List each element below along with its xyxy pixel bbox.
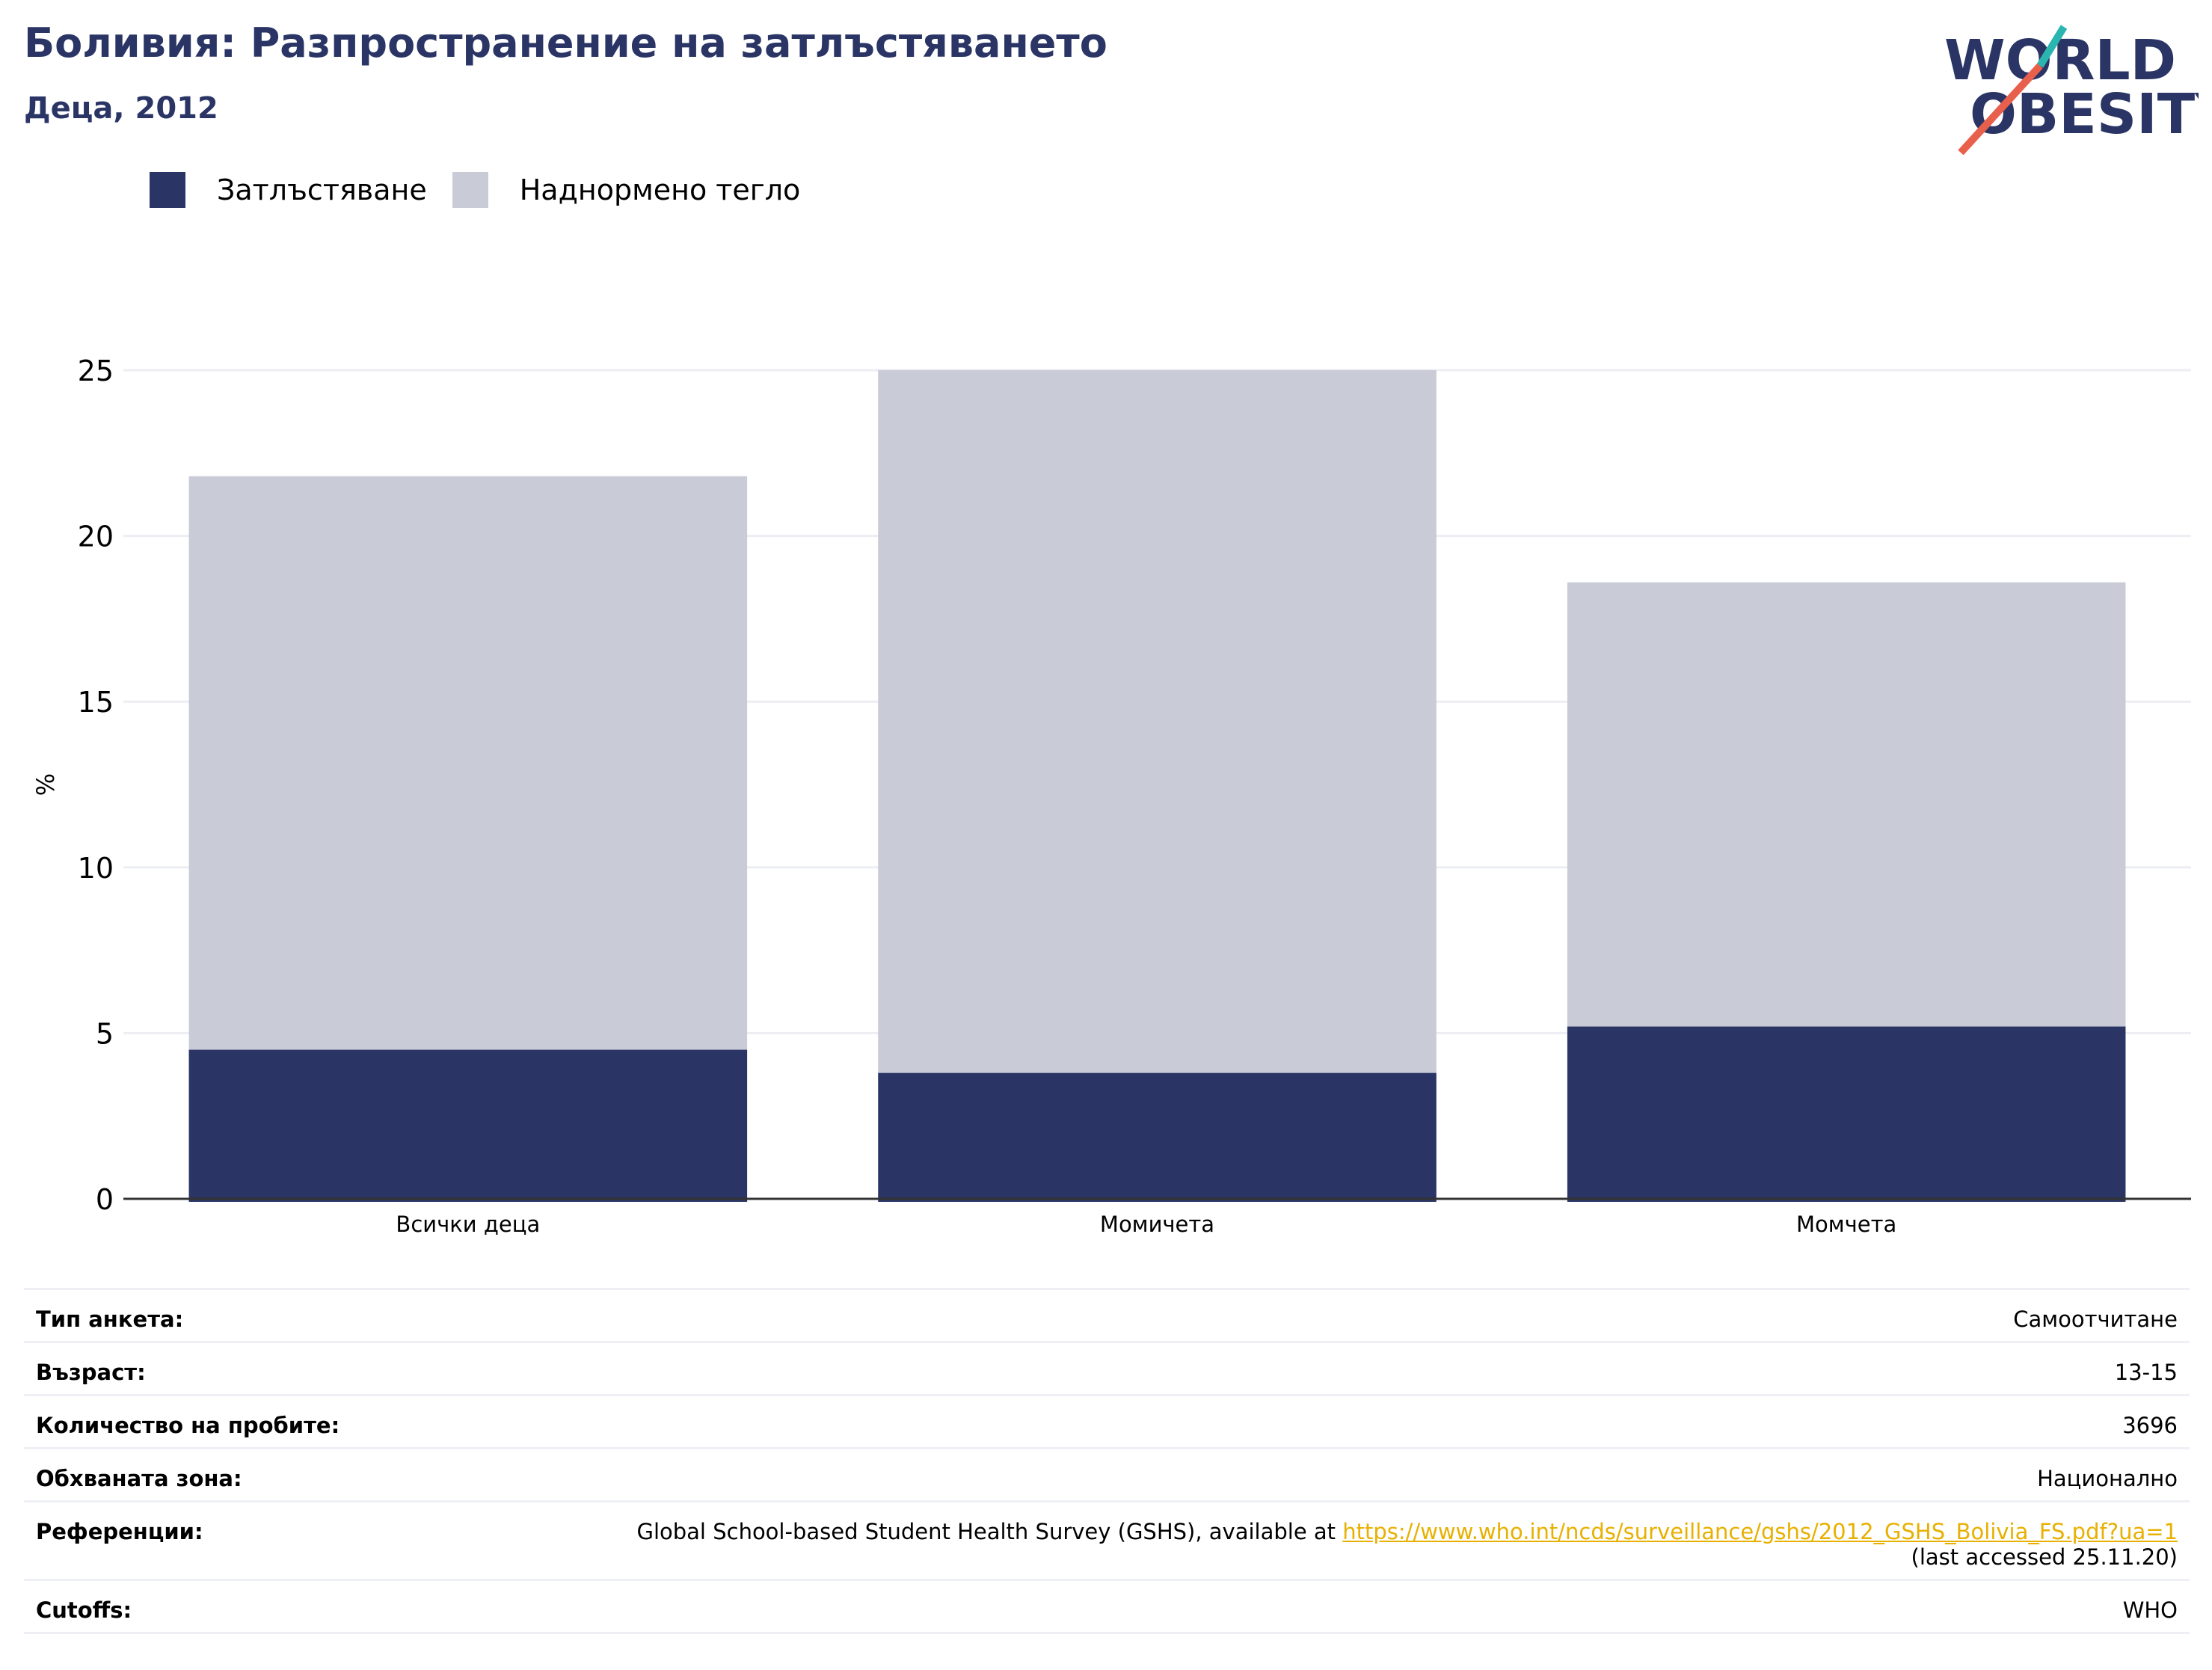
bar-overweight	[878, 370, 1437, 1073]
meta-label: Възраст:	[36, 1360, 146, 1385]
legend-label-obesity: Затлъстяване	[217, 174, 427, 206]
bar-overweight	[1567, 582, 2126, 1027]
y-tick-label: 10	[78, 852, 114, 885]
reference-text: Global School-based Student Health Surve…	[636, 1519, 1343, 1544]
y-tick-label: 15	[78, 686, 114, 719]
legend-item-obesity: Затлъстяване	[150, 172, 427, 208]
y-tick-label: 20	[78, 521, 114, 553]
meta-row-cutoffs: Cutoffs: WHO	[24, 1579, 2190, 1634]
meta-value: WHO	[2122, 1597, 2178, 1623]
x-tick-label: Момичета	[1100, 1212, 1214, 1237]
bar-obesity	[188, 1049, 748, 1202]
meta-row-sample-size: Количество на пробите: 3696	[24, 1394, 2190, 1447]
axes: 0 5 10 15 20 25% Всички деца Момичета Момчета	[31, 354, 2191, 1237]
svg-text:OBESITY: OBESITY	[1970, 82, 2199, 147]
x-tick-label: Момчета	[1796, 1212, 1896, 1237]
y-tick-label: 25	[78, 354, 114, 387]
meta-value: 3696	[2122, 1413, 2178, 1438]
bar-obesity	[1567, 1026, 2126, 1202]
meta-label: Обхваната зона:	[36, 1466, 242, 1491]
bars	[188, 370, 2126, 1202]
meta-value: Самоотчитане	[2013, 1307, 2178, 1332]
page-title: Боливия: Разпространение на затлъстяване…	[24, 19, 1107, 67]
reference-value: Global School-based Student Health Surve…	[636, 1519, 2178, 1570]
meta-row-references: Референции: Global School-based Student …	[24, 1500, 2190, 1579]
meta-value: 13-15	[2114, 1360, 2178, 1385]
meta-row-survey-type: Тип анкета: Самоотчитане	[24, 1288, 2190, 1341]
meta-row-age: Възраст: 13-15	[24, 1341, 2190, 1394]
reference-accessed: (last accessed 25.11.20)	[1911, 1544, 2178, 1570]
meta-label: Количество на пробите:	[36, 1413, 340, 1438]
y-axis-label: %	[31, 773, 60, 796]
world-obesity-logo: WORLD OBESITY	[1944, 25, 2199, 156]
legend-item-overweight: Наднормено тегло	[452, 172, 801, 208]
survey-metadata-table: Тип анкета: Самоотчитане Възраст: 13-15 …	[24, 1288, 2190, 1634]
bar-overweight	[188, 476, 748, 1050]
y-tick-label: 5	[96, 1017, 114, 1050]
chart-legend: Затлъстяване Наднормено тегло	[150, 172, 826, 208]
meta-value: Национално	[2037, 1466, 2178, 1491]
legend-swatch-obesity	[150, 172, 185, 208]
meta-label: Cutoffs:	[36, 1597, 132, 1623]
legend-swatch-overweight	[452, 172, 488, 208]
meta-label: Референции:	[36, 1519, 203, 1544]
bar-obesity	[878, 1072, 1437, 1202]
meta-row-area-covered: Обхваната зона: Национално	[24, 1447, 2190, 1500]
page-subtitle: Деца, 2012	[24, 91, 218, 126]
reference-link[interactable]: https://www.who.int/ncds/surveillance/gs…	[1342, 1519, 2178, 1544]
meta-label: Тип анкета:	[36, 1307, 184, 1332]
bar-chart: 0 5 10 15 20 25% Всички деца Момичета Момчета	[31, 354, 2191, 1237]
legend-label-overweight: Наднормено тегло	[519, 174, 801, 206]
y-tick-label: 0	[96, 1183, 114, 1216]
x-tick-label: Всички деца	[396, 1212, 540, 1237]
